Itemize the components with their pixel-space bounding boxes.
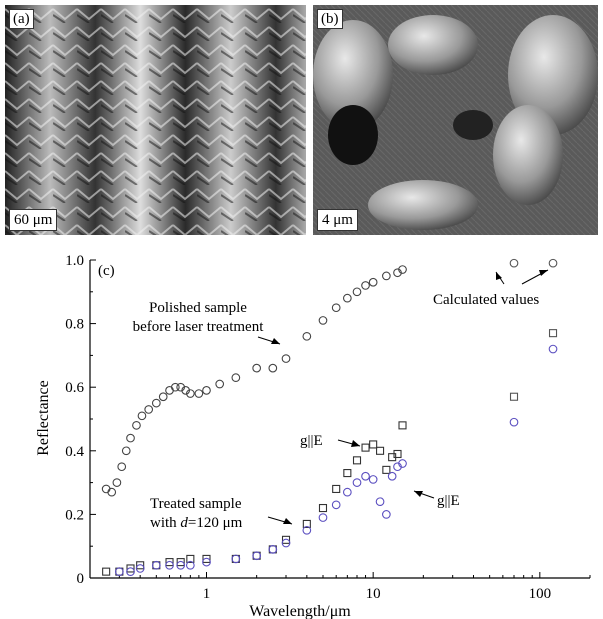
data-point-circle <box>344 488 352 496</box>
annotation-treated-rest: =120 μm <box>188 515 243 531</box>
arrowhead-g-top <box>351 440 360 447</box>
y-tick-label: 0.6 <box>65 380 84 396</box>
data-point-circle <box>133 422 141 430</box>
data-point-circle <box>383 272 391 280</box>
data-point-circle <box>319 514 327 522</box>
data-point-circle <box>127 434 135 442</box>
data-point-circle <box>369 476 377 484</box>
data-point-circle <box>362 282 370 290</box>
data-point-circle <box>344 294 352 302</box>
data-point-circle <box>166 387 174 395</box>
data-point-circle <box>145 406 153 414</box>
reflectance-chart: 0 0.2 0.4 0.6 0.8 1.0 1 10 100 (c) Polished samp… <box>0 240 603 619</box>
data-point-circle <box>549 259 557 267</box>
panel-label-b: (b) <box>317 9 343 29</box>
annotation-g-par-top: g||E <box>300 433 323 449</box>
sem-image-a-texture <box>5 5 306 235</box>
data-point-square <box>399 422 406 429</box>
data-point-circle <box>153 399 161 407</box>
data-point-circle <box>353 479 361 487</box>
y-tick-label: 0 <box>77 571 85 587</box>
data-point-square <box>333 485 340 492</box>
data-point-circle <box>362 472 370 480</box>
data-point-circle <box>383 511 391 519</box>
annotation-treated-line2: with d=120 μm <box>150 515 243 531</box>
y-tick-label: 0.2 <box>65 507 84 523</box>
data-point-circle <box>369 278 377 286</box>
data-point-circle <box>195 390 203 398</box>
panel-label-a: (a) <box>9 9 34 29</box>
annotation-treated-line1: Treated sample <box>150 496 242 512</box>
data-point-circle <box>353 288 361 296</box>
y-axis-label: Reflectance <box>35 380 52 456</box>
data-point-square <box>550 330 557 337</box>
x-tick-label: 100 <box>529 586 552 602</box>
data-point-circle <box>138 412 146 420</box>
data-point-circle <box>232 555 240 563</box>
data-point-circle <box>153 561 161 569</box>
data-point-square <box>377 447 384 454</box>
y-tick-label: 0.8 <box>65 317 84 333</box>
annotation-calculated: Calculated values <box>433 292 539 308</box>
y-tick-label: 1.0 <box>65 253 84 269</box>
data-point-circle <box>269 546 277 554</box>
scale-bar-b: 4 μm <box>317 209 358 231</box>
annotation-polished-line1: Polished sample <box>149 300 247 316</box>
annotation-treated-with: with <box>150 515 180 531</box>
data-point-circle <box>253 364 261 372</box>
data-point-square <box>362 444 369 451</box>
data-point-circle <box>510 259 518 267</box>
data-point-square <box>511 393 518 400</box>
data-point-circle <box>159 393 167 401</box>
data-point-circle <box>549 345 557 353</box>
chart-annotations: (c) Polished sample before laser treatme… <box>98 263 548 531</box>
arrowhead-treated <box>283 518 292 524</box>
data-point-circle <box>253 552 261 560</box>
data-point-circle <box>303 333 311 341</box>
data-point-circle <box>122 447 130 455</box>
data-point-square <box>370 441 377 448</box>
data-point-circle <box>203 387 211 395</box>
data-point-circle <box>118 463 126 471</box>
annotation-g-par-bottom: g||E <box>437 493 460 509</box>
arrowhead-polished <box>271 338 280 344</box>
x-axis-label: Wavelength/μm <box>249 603 351 619</box>
sem-image-b-texture <box>313 5 598 235</box>
arrowhead-calc-2 <box>539 270 548 276</box>
data-point-circle <box>232 374 240 382</box>
data-point-circle <box>332 304 340 312</box>
data-point-circle <box>319 317 327 325</box>
scale-bar-a: 60 μm <box>9 209 57 231</box>
data-point-circle <box>113 479 121 487</box>
data-point-square <box>319 505 326 512</box>
data-point-square <box>383 466 390 473</box>
data-point-circle <box>510 418 518 426</box>
data-point-circle <box>388 472 396 480</box>
data-point-square <box>344 470 351 477</box>
sem-image-a: (a) 60 μm <box>5 5 306 235</box>
data-point-circle <box>376 498 384 506</box>
data-point-circle <box>332 501 340 509</box>
x-tick-label: 10 <box>366 586 381 602</box>
data-point-circle <box>282 355 290 363</box>
data-point-square <box>354 457 361 464</box>
data-point-circle <box>269 364 277 372</box>
panel-label-c: (c) <box>98 263 115 279</box>
data-point-circle <box>216 380 224 388</box>
sem-image-b: (b) 4 μm <box>313 5 598 235</box>
data-point-square <box>103 568 110 575</box>
y-tick-label: 0.4 <box>65 444 84 460</box>
data-point-circle <box>116 568 124 576</box>
annotation-polished-line2: before laser treatment <box>133 319 265 335</box>
x-tick-label: 1 <box>203 586 211 602</box>
